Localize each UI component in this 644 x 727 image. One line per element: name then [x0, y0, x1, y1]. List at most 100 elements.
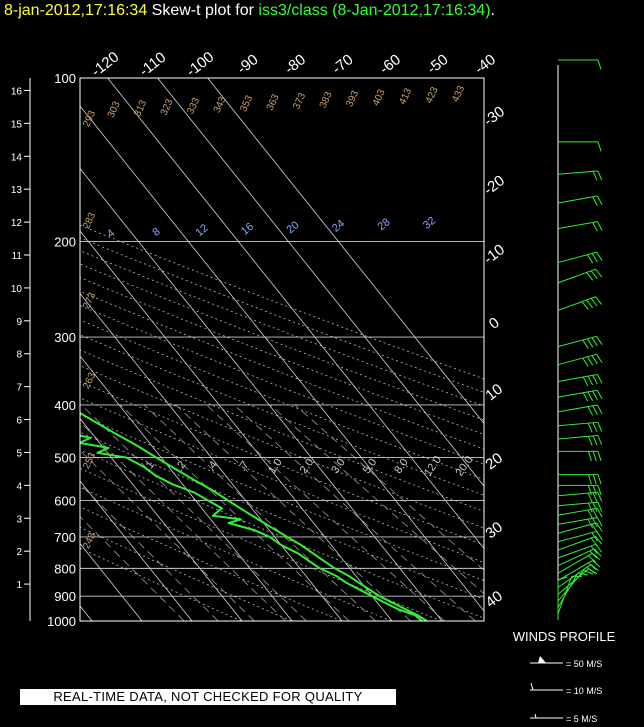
theta-label: 303	[106, 99, 123, 119]
wind-barb-flag	[591, 523, 598, 533]
temperature-right-label: 0	[486, 314, 503, 333]
temperature-top-label: -80	[281, 51, 309, 78]
temperature-top-label: -90	[234, 51, 262, 78]
wind-barb-flag	[586, 356, 594, 366]
mixing-ratio-label: 12	[194, 222, 211, 239]
height-km-label: 6	[16, 416, 22, 427]
theta-label: 313	[132, 98, 149, 118]
wind-barb-flag	[592, 502, 598, 513]
plot-frame	[79, 77, 485, 622]
wind-barb-flag	[597, 170, 603, 181]
wind-barb-staff	[557, 170, 598, 175]
theta-label: 353	[238, 93, 255, 113]
wind-barb-flag	[596, 389, 603, 400]
wind-barb-flag	[592, 560, 601, 568]
title-plot-label: Skew-t plot for	[147, 2, 259, 19]
wind-legend-label: = 50 M/S	[566, 659, 602, 669]
height-km-label: 9	[16, 317, 22, 328]
wind-barb-flag	[592, 422, 598, 433]
wind-barb-flag	[597, 435, 603, 445]
isotherm-line	[80, 292, 343, 621]
theta-label: 283	[81, 211, 98, 231]
dry-adiabat-line	[80, 334, 484, 496]
mixing-ratio-line	[120, 404, 350, 621]
temperature-top-label: -50	[424, 51, 452, 78]
dry-adiabat-line	[80, 277, 484, 435]
wind-barb-flag	[597, 451, 602, 462]
wind-barb-staff	[557, 221, 598, 230]
temperature-top-label: -70	[329, 51, 357, 78]
wind-barb-flag	[582, 376, 589, 387]
height-km-label: 11	[12, 251, 23, 262]
wind-barb-staff	[557, 491, 598, 497]
mixing-ratio-label: .7	[236, 459, 251, 473]
wind-barb-flag	[592, 492, 598, 503]
wind-barb-staff	[557, 335, 597, 348]
pressure-tick-label: 100	[54, 71, 76, 86]
wind-barb-flag	[591, 355, 598, 365]
temperature-right-label: -20	[480, 172, 508, 199]
isotherm-line	[80, 355, 293, 621]
mixing-ratio-label: 3.0	[329, 457, 348, 476]
wind-barb-flag	[592, 196, 598, 206]
height-km-label: 12	[11, 218, 23, 229]
wind-barb-flag	[596, 404, 603, 415]
mixing-ratio-line	[81, 404, 307, 621]
wind-barb-staff	[557, 560, 593, 581]
temperature-profile-line	[80, 411, 428, 621]
theta-label: 263	[81, 371, 98, 391]
wind-barb-flag	[587, 492, 593, 503]
mixing-ratio-label: 1.0	[266, 457, 285, 476]
temperature-right-label: 20	[482, 450, 506, 474]
mixing-ratio-line	[233, 404, 476, 621]
wind-barb-flag	[595, 296, 603, 305]
wind-barb-staff	[557, 570, 585, 602]
mixing-ratio-line	[206, 404, 445, 621]
height-km-label: 14	[11, 152, 23, 163]
mixing-ratio-label: 5.0	[361, 457, 380, 476]
wind-legend-label: = 5 M/S	[566, 714, 597, 724]
pressure-tick-label: 900	[54, 589, 76, 604]
plot-title: 8-jan-2012,17:16:34 Skew-t plot for iss3…	[4, 2, 495, 20]
height-km-label: 16	[11, 86, 23, 97]
isotherm-line	[80, 417, 243, 621]
wind-barb-flag	[592, 435, 598, 446]
wind-barb-flag	[592, 390, 598, 401]
wind-barb-staff	[557, 543, 596, 559]
wind-barb-flag	[586, 566, 596, 574]
wind-barb-flag	[596, 336, 603, 345]
wind-barb-staff	[557, 251, 597, 264]
wind-barb-staff	[557, 434, 598, 440]
wind-barb-staff	[557, 353, 597, 366]
title-trailer: .	[490, 2, 495, 19]
wind-legend-barb	[530, 682, 534, 691]
temperature-right-label: -10	[480, 241, 508, 268]
wind-barb-staff	[557, 548, 595, 567]
temperature-right-label: 40	[482, 588, 506, 612]
wind-barb-flag	[596, 531, 603, 541]
wind-barb-flag	[586, 299, 594, 309]
wind-barb-staff	[557, 296, 596, 311]
wind-barb-flag	[588, 555, 597, 563]
wind-barb-flag	[596, 195, 603, 206]
temperature-top-label: -40	[471, 51, 499, 78]
height-km-label: 8	[16, 350, 22, 361]
wind-barb-flag	[587, 485, 592, 496]
mixing-ratio-line	[80, 421, 286, 621]
wind-barb-flag	[597, 59, 602, 70]
wind-barb-flag	[592, 171, 598, 181]
wind-barb-flag	[587, 509, 594, 520]
wind-barb-flag	[582, 339, 589, 349]
wind-barb-flag	[596, 354, 603, 363]
wind-barb-flag	[595, 536, 603, 545]
wind-barb-staff	[557, 530, 597, 543]
wind-barb-flag	[587, 474, 592, 485]
winds-profile-title: WINDS PROFILE	[513, 629, 616, 644]
dry-adiabat-line	[80, 431, 484, 600]
dry-adiabat-line	[80, 319, 484, 480]
dry-adiabat-line	[80, 526, 292, 621]
wind-barb-flag	[591, 253, 598, 263]
wind-barb-flag	[587, 451, 592, 462]
pressure-tick-label: 300	[54, 330, 76, 345]
isotherm-line	[80, 480, 193, 621]
